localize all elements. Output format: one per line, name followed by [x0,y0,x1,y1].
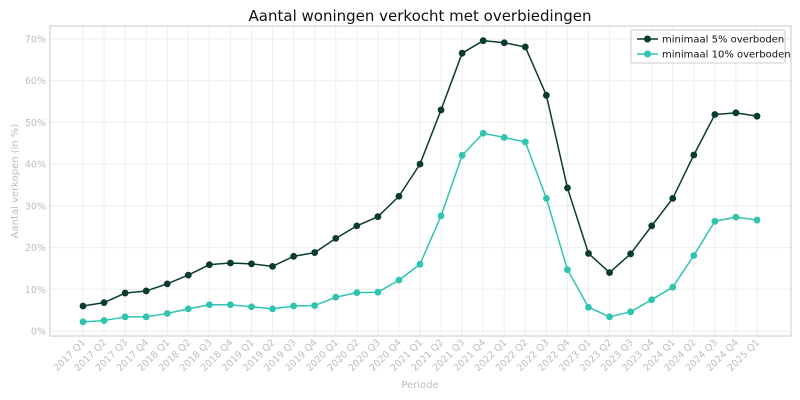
data-point-series-0 [669,194,677,202]
chart-title: Aantal woningen verkocht met overbieding… [249,7,592,25]
data-point-series-0 [142,287,150,295]
data-point-series-0 [290,252,298,260]
series-layer [79,37,761,326]
legend-label-5pct: minimaal 5% overboden [662,35,784,46]
data-point-series-0 [458,49,466,57]
data-point-series-1 [500,134,508,141]
data-point-series-0 [227,259,234,267]
data-point-series-1 [184,305,192,313]
y-tick-label: 50% [25,118,46,129]
y-tick-label: 30% [25,201,46,212]
data-point-series-0 [184,271,192,279]
data-point-series-1 [627,308,635,316]
y-tick-label: 60% [25,76,46,87]
data-point-series-1 [521,138,529,146]
data-point-series-0 [500,39,508,47]
y-tick-label: 10% [25,285,46,296]
y-tick-label: 40% [25,160,46,171]
data-point-series-0 [648,222,656,230]
data-point-series-0 [395,192,403,200]
data-point-series-1 [669,283,677,291]
data-point-series-1 [437,212,445,220]
data-point-series-1 [121,313,129,321]
data-point-series-0 [79,302,87,310]
y-tick-label: 0% [31,327,46,338]
legend-box [630,29,786,64]
data-point-series-1 [690,252,698,259]
y-tick-label: 20% [25,243,46,254]
data-point-series-0 [163,280,171,288]
data-point-series-0 [627,250,635,258]
data-point-series-1 [353,289,361,297]
data-point-series-0 [732,109,740,117]
data-point-series-1 [163,310,171,317]
data-point-series-0 [585,250,592,257]
plot-frame [49,25,792,337]
data-point-series-0 [606,269,613,276]
data-point-series-0 [248,260,255,268]
data-point-series-1 [205,301,213,309]
data-point-series-0 [311,249,319,256]
data-point-series-0 [753,112,761,120]
data-point-series-1 [542,194,550,202]
data-point-series-1 [332,293,340,301]
data-point-series-1 [585,303,592,311]
data-point-series-0 [711,111,719,118]
data-point-series-1 [753,216,761,224]
legend-dot-10pct [644,50,651,58]
data-point-series-1 [79,318,87,326]
data-point-series-0 [479,37,487,45]
data-point-series-1 [311,302,319,309]
data-point-series-1 [564,266,571,274]
x-axis-title: Periode [401,380,438,391]
data-point-series-1 [142,313,150,321]
data-point-series-1 [248,303,255,311]
legend-dot-5pct [644,35,651,43]
data-point-series-1 [711,217,719,225]
data-point-series-1 [269,305,276,313]
y-axis: 0% 10% 20% 30% 40% 50% 60% 70% [25,35,46,338]
data-point-series-1 [458,151,466,159]
data-point-series-0 [564,184,571,192]
data-point-series-0 [100,299,108,307]
data-point-series-0 [121,289,129,297]
data-point-series-0 [353,222,361,230]
data-point-series-0 [374,213,382,221]
data-point-series-0 [690,151,698,159]
data-point-series-0 [332,234,340,242]
data-point-series-1 [100,317,108,324]
data-point-series-1 [479,129,487,137]
data-point-series-1 [290,302,298,310]
y-tick-label: 70% [25,35,46,46]
data-point-series-0 [542,91,550,99]
grid-layer [50,26,791,336]
data-point-series-1 [374,288,382,296]
y-axis-title: Aantal verkopen (in %) [10,124,21,239]
data-point-series-1 [648,296,656,304]
data-point-series-0 [205,261,213,269]
data-point-series-1 [732,213,740,221]
data-point-series-1 [227,301,234,309]
data-point-series-1 [416,260,424,268]
legend: minimaal 5% overboden minimaal 10% overb… [630,29,791,64]
data-point-series-0 [269,262,276,270]
data-point-series-0 [437,106,445,114]
data-point-series-1 [606,313,613,321]
data-point-series-0 [521,43,529,51]
legend-label-10pct: minimaal 10% overboden [662,50,791,61]
data-point-series-0 [416,160,424,168]
data-point-series-1 [395,276,403,284]
